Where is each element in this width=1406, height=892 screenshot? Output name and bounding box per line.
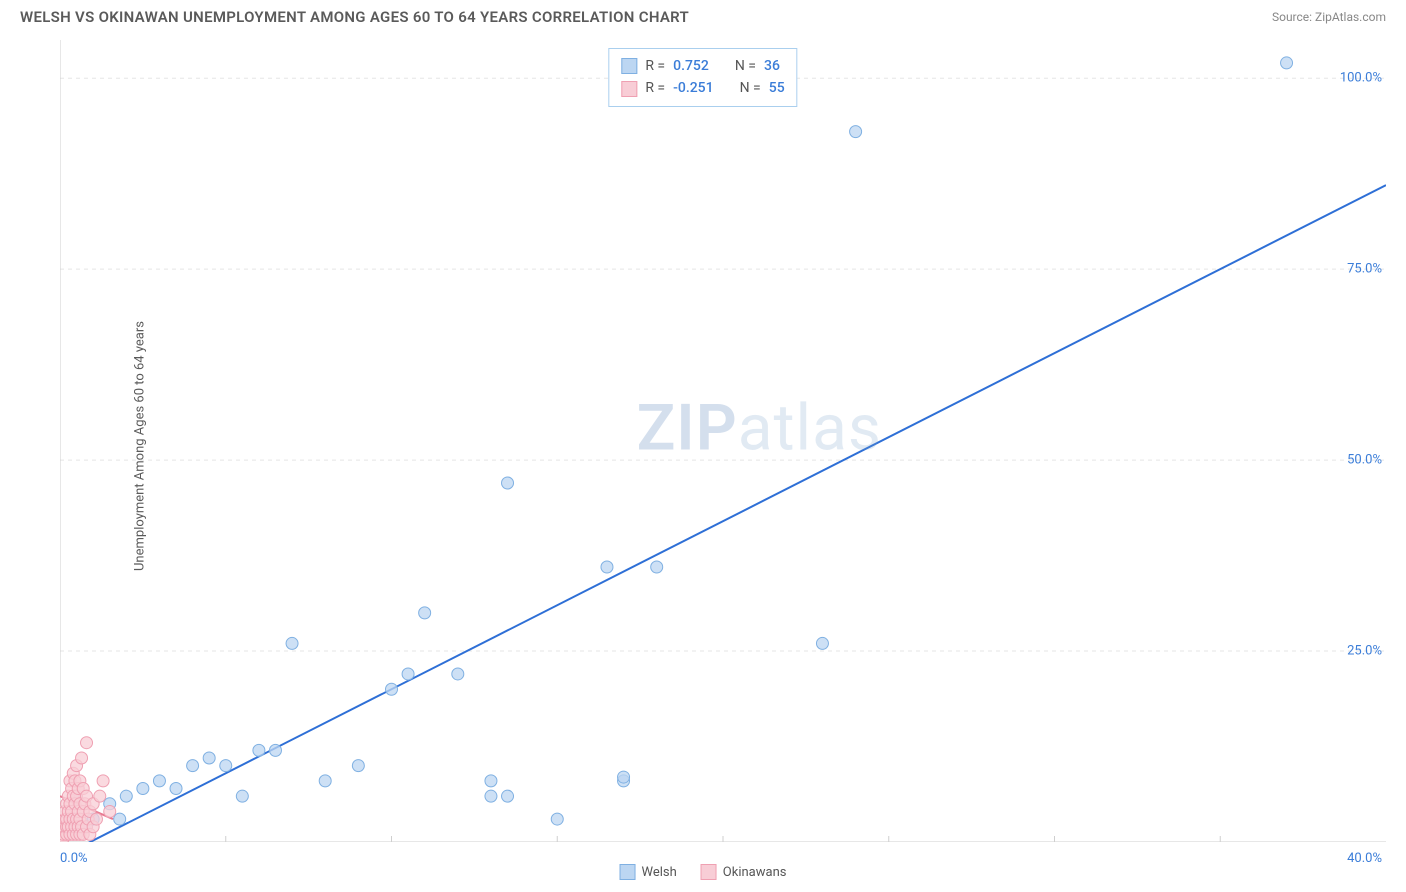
stats-row-welsh: R = 0.752 N = 36 xyxy=(621,55,784,77)
welsh-swatch xyxy=(621,58,637,74)
source-label: Source: ZipAtlas.com xyxy=(1272,10,1386,24)
r-label: R = xyxy=(645,77,665,99)
chart-area xyxy=(60,40,1386,842)
y-tick: 75.0% xyxy=(1347,262,1382,277)
legend: Welsh Okinawans xyxy=(620,864,787,880)
scatter-plot-svg xyxy=(60,40,1386,842)
welsh-legend-label: Welsh xyxy=(642,865,677,880)
welsh-n-value: 36 xyxy=(764,55,780,77)
chart-title: WELSH VS OKINAWAN UNEMPLOYMENT AMONG AGE… xyxy=(20,8,689,26)
okinawan-legend-label: Okinawans xyxy=(723,865,787,880)
okinawan-n-value: 55 xyxy=(769,77,785,99)
welsh-r-value: 0.752 xyxy=(673,55,709,77)
x-tick: 0.0% xyxy=(60,851,88,866)
y-tick: 50.0% xyxy=(1347,453,1382,468)
stats-row-okinawan: R = -0.251 N = 55 xyxy=(621,77,784,99)
okinawan-r-value: -0.251 xyxy=(673,77,713,99)
okinawan-legend-swatch xyxy=(701,864,717,880)
n-label: N = xyxy=(740,77,761,99)
legend-item-okinawan: Okinawans xyxy=(701,864,787,880)
okinawan-swatch xyxy=(621,81,637,97)
y-tick: 25.0% xyxy=(1347,644,1382,659)
correlation-stats-box: R = 0.752 N = 36 R = -0.251 N = 55 xyxy=(608,48,797,107)
legend-item-welsh: Welsh xyxy=(620,864,677,880)
x-tick: 40.0% xyxy=(1347,851,1382,866)
n-label: N = xyxy=(735,55,756,77)
r-label: R = xyxy=(645,55,665,77)
y-tick: 100.0% xyxy=(1340,71,1382,86)
header: WELSH VS OKINAWAN UNEMPLOYMENT AMONG AGE… xyxy=(0,0,1406,32)
welsh-legend-swatch xyxy=(620,864,636,880)
